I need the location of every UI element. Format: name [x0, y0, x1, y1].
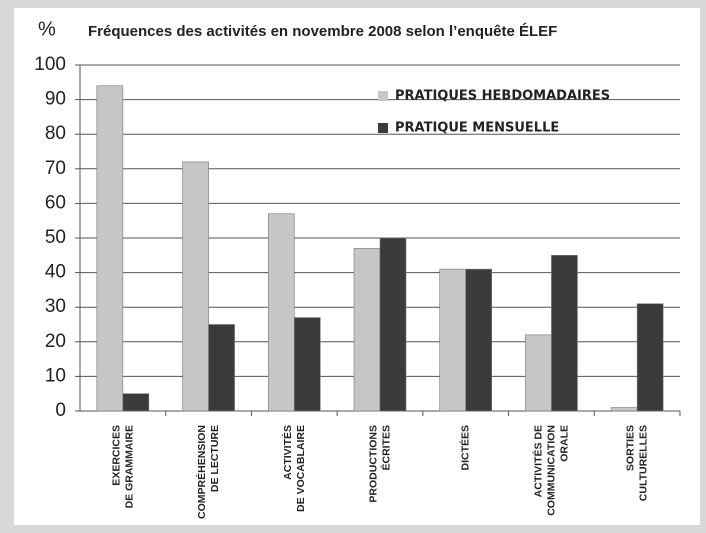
bar [267, 213, 295, 412]
y-tick-label: 90 [45, 89, 66, 110]
y-tick-label: 100 [34, 54, 66, 75]
x-tick-label: PRODUCTIONSÉCRITES [367, 425, 392, 503]
x-tick-label: ACTIVITÉS DECOMMUNICATIONORALE [531, 425, 570, 516]
bar [208, 324, 235, 412]
legend-label: PRATIQUE MENSUELLE [395, 121, 559, 136]
y-tick-label: 0 [55, 400, 66, 421]
bar [96, 85, 124, 412]
legend-label: PRATIQUES HEBDOMADAIRES [395, 89, 610, 104]
y-tick-label: 20 [45, 331, 66, 352]
bar [525, 334, 552, 412]
bar [636, 303, 664, 412]
bar [182, 161, 209, 412]
x-tick-label: EXERCICESDE GRAMMAIRE [110, 425, 135, 508]
y-axis-label: % [38, 18, 56, 40]
bar [379, 237, 407, 412]
y-tick-label: 60 [45, 192, 66, 213]
bar [439, 268, 467, 412]
y-tick-label: 30 [45, 296, 66, 317]
chart-title: Fréquences des activités en novembre 200… [88, 23, 557, 40]
bar [610, 407, 638, 412]
y-tick-label: 70 [45, 158, 66, 179]
y-tick-label: 50 [45, 227, 66, 248]
x-tick-label: DICTÉES [458, 425, 471, 471]
bar [551, 255, 578, 412]
legend-swatch [378, 91, 388, 101]
x-tick-label: SORTIESCULTURELLES [624, 425, 649, 501]
bar [122, 393, 150, 412]
bar [465, 268, 493, 412]
legend-swatch [378, 123, 388, 133]
bar [293, 317, 321, 412]
y-tick-label: 40 [45, 262, 66, 283]
y-tick-label: 80 [45, 123, 66, 144]
bar [353, 248, 381, 412]
x-tick-label: ACTIVITÉSDE VOCABLAIRE [281, 425, 307, 512]
y-tick-label: 10 [45, 365, 66, 386]
x-tick-label: COMPRÉHENSIONDE LECTURE [195, 425, 221, 519]
